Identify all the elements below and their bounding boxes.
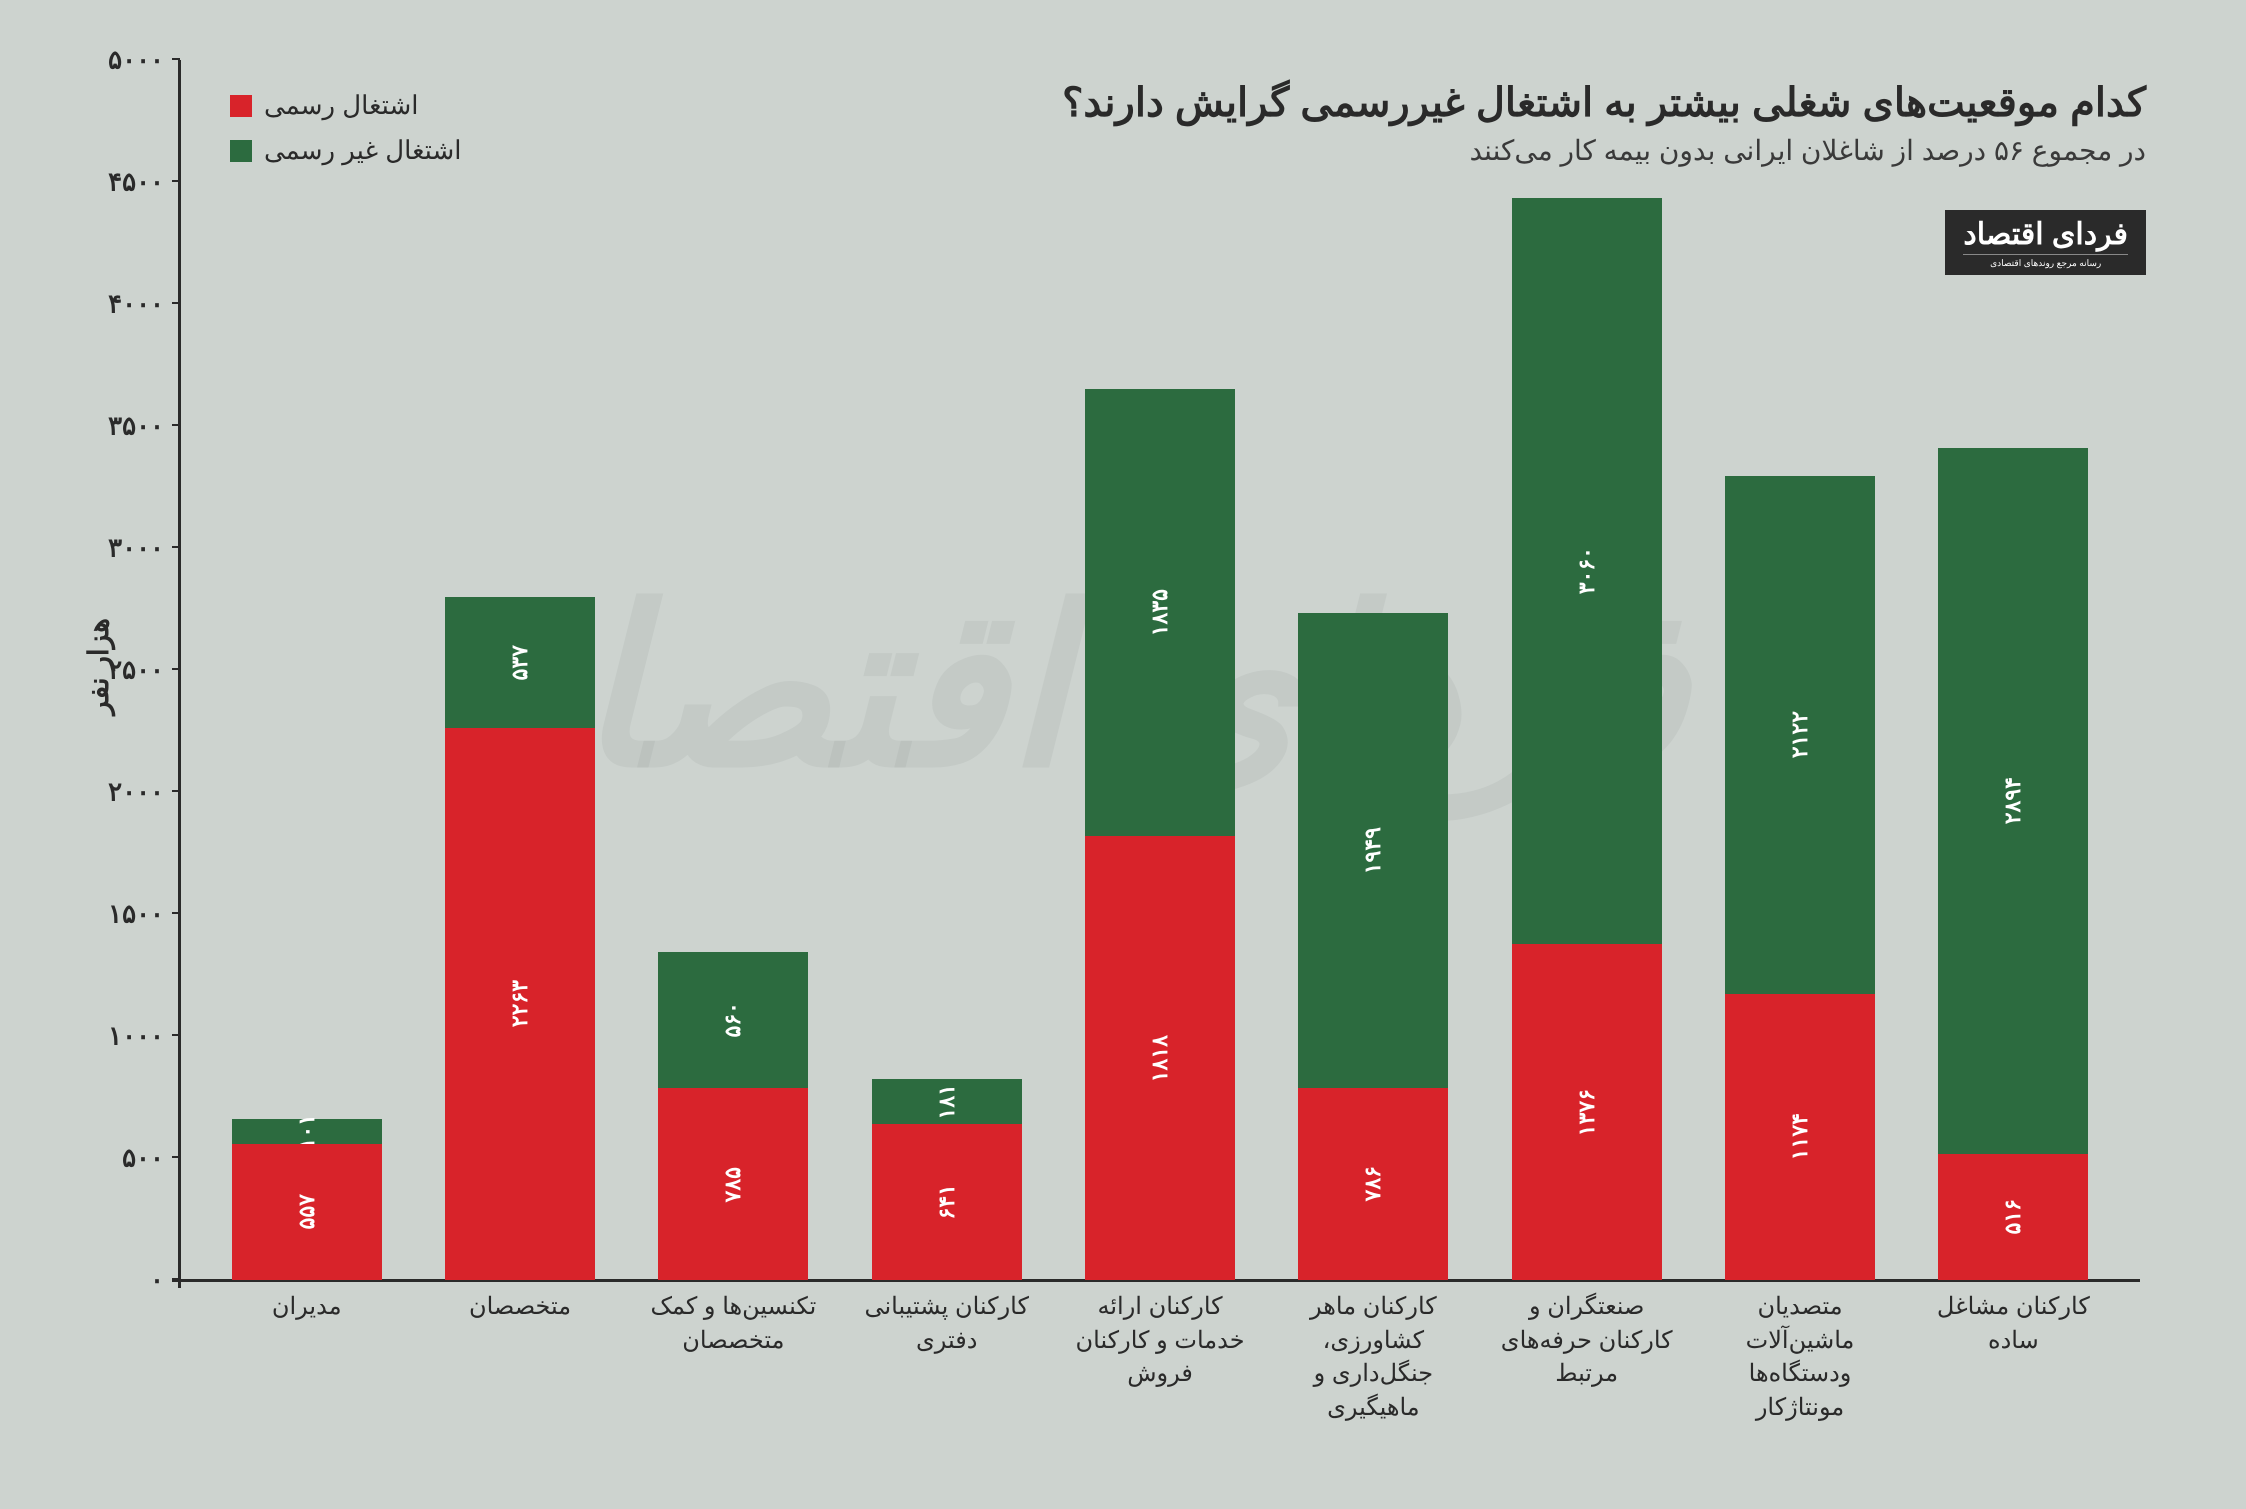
- y-tick: ۴۵۰۰: [108, 167, 164, 198]
- bar-segment-informal: ۱۹۴۹: [1298, 613, 1448, 1089]
- bar-segment-formal: ۲۲۶۳: [445, 728, 595, 1280]
- x-axis-label: کارکنان ارائه خدمات و کارکنان فروش: [1065, 1290, 1255, 1424]
- chart-container: فردای اقتصاد کدام موقعیت‌های شغلی بیشتر …: [0, 0, 2246, 1509]
- bar-value-formal: ۷۸۵: [720, 1167, 746, 1202]
- y-tick: ۳۰۰۰: [108, 533, 164, 564]
- bar-segment-informal: ۲۱۲۲: [1725, 476, 1875, 994]
- y-tick-mark: [172, 790, 180, 792]
- bar-group: ۳۰۶۰ ۱۳۷۶: [1512, 198, 1662, 1280]
- bar-value-informal: ۵۶۰: [720, 1002, 746, 1037]
- bar-segment-formal: ۷۸۶: [1298, 1088, 1448, 1280]
- bar-value-formal: ۱۸۱۸: [1147, 1035, 1173, 1082]
- bar-segment-formal: ۱۸۱۸: [1085, 836, 1235, 1280]
- y-tick-mark: [172, 1034, 180, 1036]
- y-tick: ۰: [150, 1265, 164, 1296]
- x-axis-label: متخصصان: [425, 1290, 615, 1424]
- y-tick-mark: [172, 58, 180, 60]
- x-axis-label: کارکنان مشاغل ساده: [1918, 1290, 2108, 1424]
- bar-value-informal: ۲۸۹۴: [2000, 777, 2026, 824]
- bar-value-informal: ۱۹۴۹: [1360, 827, 1386, 874]
- bar-group: ۱۰۱ ۵۵۷: [232, 1119, 382, 1280]
- x-axis-label: تکنسین‌ها و کمک متخصصان: [638, 1290, 828, 1424]
- y-tick: ۲۵۰۰: [108, 655, 164, 686]
- bar-value-formal: ۷۸۶: [1360, 1166, 1386, 1201]
- y-tick: ۱۵۰۰: [108, 899, 164, 930]
- bar-segment-informal: ۱۸۱: [872, 1079, 1022, 1123]
- y-tick-mark: [172, 1278, 180, 1280]
- x-axis-labels: مدیرانمتخصصانتکنسین‌ها و کمک متخصصانکارک…: [180, 1290, 2140, 1424]
- x-axis-label: کارکنان ماهر کشاورزی، جنگل‌داری و ماهیگی…: [1278, 1290, 1468, 1424]
- y-tick: ۵۰۰: [122, 1143, 164, 1174]
- bar-segment-formal: ۵۵۷: [232, 1144, 382, 1280]
- bar-segment-informal: ۲۸۹۴: [1938, 448, 2088, 1154]
- bar-segment-formal: ۱۳۷۶: [1512, 944, 1662, 1280]
- bar-segment-informal: ۵۶۰: [658, 952, 808, 1089]
- bar-value-formal: ۵۵۷: [294, 1194, 320, 1229]
- x-axis-label: مدیران: [212, 1290, 402, 1424]
- bar-segment-formal: ۶۴۱: [872, 1124, 1022, 1280]
- bars-area: ۱۰۱ ۵۵۷ ۵۳۷ ۲۲۶۳ ۵۶۰ ۷۸۵ ۱۸۱ ۶۴۱ ۱۸۳۵ ۱۸۱۸ ۱۹۴۹ ۷۸۶…: [180, 60, 2140, 1280]
- y-tick: ۲۰۰۰: [108, 777, 164, 808]
- y-tick: ۱۰۰۰: [108, 1021, 164, 1052]
- bar-value-informal: ۳۰۶۰: [1574, 547, 1600, 594]
- bar-value-informal: ۱۸۱: [934, 1084, 960, 1119]
- y-tick-mark: [172, 1156, 180, 1158]
- bar-value-formal: ۱۳۷۶: [1574, 1089, 1600, 1136]
- bar-group: ۵۳۷ ۲۲۶۳: [445, 597, 595, 1280]
- bar-segment-informal: ۵۳۷: [445, 597, 595, 728]
- bar-group: ۵۶۰ ۷۸۵: [658, 952, 808, 1280]
- bar-value-formal: ۶۴۱: [934, 1184, 960, 1219]
- bar-group: ۲۸۹۴ ۵۱۶: [1938, 448, 2088, 1280]
- bar-group: ۱۸۱ ۶۴۱: [872, 1079, 1022, 1280]
- y-tick: ۴۰۰۰: [108, 289, 164, 320]
- y-tick: ۵۰۰۰: [108, 45, 164, 76]
- bar-group: ۱۹۴۹ ۷۸۶: [1298, 613, 1448, 1280]
- bar-segment-informal: ۱۰۱: [232, 1119, 382, 1144]
- bar-value-informal: ۱۸۳۵: [1147, 589, 1173, 636]
- y-tick-mark: [172, 546, 180, 548]
- bar-segment-formal: ۵۱۶: [1938, 1154, 2088, 1280]
- y-tick-mark: [172, 668, 180, 670]
- bar-value-informal: ۲۱۲۲: [1787, 711, 1813, 758]
- plot-area: ۱۰۱ ۵۵۷ ۵۳۷ ۲۲۶۳ ۵۶۰ ۷۸۵ ۱۸۱ ۶۴۱ ۱۸۳۵ ۱۸۱۸ ۱۹۴۹ ۷۸۶…: [180, 60, 2140, 1280]
- bar-value-formal: ۲۲۶۳: [507, 980, 533, 1027]
- x-axis-label: صنعتگران و کارکنان حرفه‌های مرتبط: [1492, 1290, 1682, 1424]
- bar-segment-formal: ۱۱۷۴: [1725, 994, 1875, 1280]
- y-tick-mark: [172, 912, 180, 914]
- bar-segment-formal: ۷۸۵: [658, 1088, 808, 1280]
- bar-group: ۱۸۳۵ ۱۸۱۸: [1085, 389, 1235, 1280]
- bar-group: ۲۱۲۲ ۱۱۷۴: [1725, 476, 1875, 1280]
- bar-segment-informal: ۱۸۳۵: [1085, 389, 1235, 837]
- bar-value-informal: ۵۳۷: [507, 645, 533, 680]
- x-axis-label: متصدیان ماشین‌آلات ودستگاه‌ها مونتاژکار: [1705, 1290, 1895, 1424]
- bar-value-formal: ۵۱۶: [2000, 1199, 2026, 1234]
- y-tick-mark: [172, 424, 180, 426]
- bar-segment-informal: ۳۰۶۰: [1512, 198, 1662, 945]
- x-axis-label: کارکنان پشتیبانی دفتری: [852, 1290, 1042, 1424]
- bar-value-formal: ۱۱۷۴: [1787, 1113, 1813, 1160]
- y-tick-mark: [172, 180, 180, 182]
- y-tick: ۳۵۰۰: [108, 411, 164, 442]
- y-tick-mark: [172, 302, 180, 304]
